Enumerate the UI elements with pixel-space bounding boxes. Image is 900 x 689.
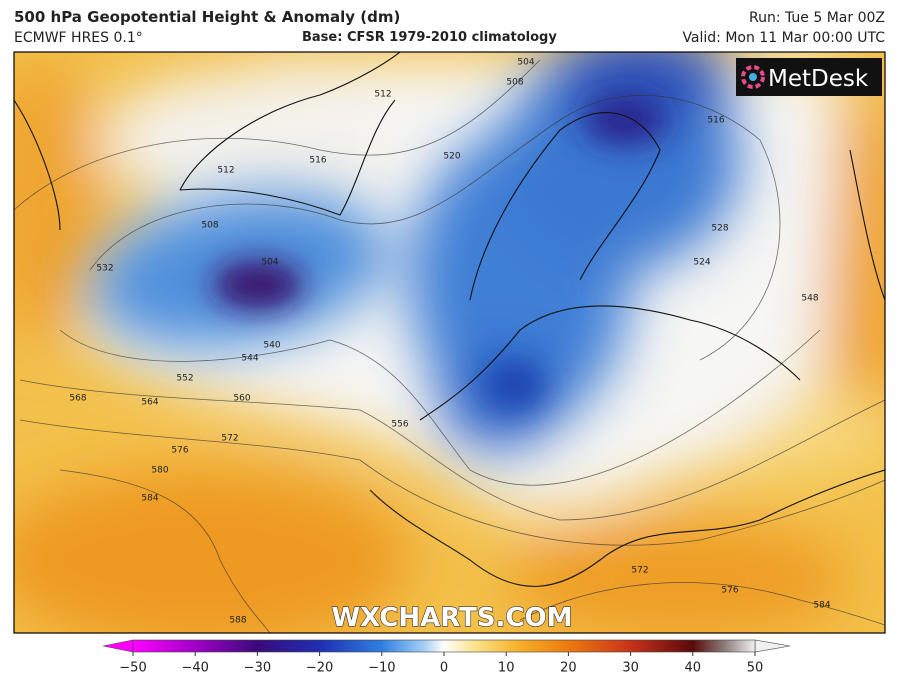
contour-label: 508 xyxy=(201,221,218,231)
contour-label: 584 xyxy=(813,601,830,611)
contour-label: 560 xyxy=(233,394,250,404)
contour-labels: 504 508 512 516 516 520 512 508 504 532 524 528 548 5… xyxy=(69,58,830,626)
run: Run: Tue 5 Mar 00Z xyxy=(748,10,885,26)
coastlines xyxy=(14,52,885,587)
watermark: WXCHARTS.COM xyxy=(331,603,572,633)
contour-label: 504 xyxy=(261,258,278,268)
colorbar-tick-label: 40 xyxy=(685,661,702,676)
contour-label: 516 xyxy=(309,156,326,166)
contour-label: 564 xyxy=(141,398,158,408)
contour-label: 512 xyxy=(217,166,234,176)
colorbar-tick-label: 0 xyxy=(440,661,448,676)
colorbar-extend-low xyxy=(102,639,134,653)
contour-label: 504 xyxy=(517,58,534,68)
anomaly-field xyxy=(14,52,885,633)
contour-label: 540 xyxy=(263,341,280,351)
contour-label: 572 xyxy=(221,434,238,444)
colorbar-tick-label: 30 xyxy=(622,661,639,676)
logo-box xyxy=(736,58,882,96)
contour-label: 588 xyxy=(229,616,246,626)
colorbar-ticks: −50 −40 −30 −20 −10 0 10 20 30 40 50 xyxy=(119,652,763,676)
colorbar-extend-high xyxy=(754,639,791,653)
colorbar-tick-label: 10 xyxy=(498,661,515,676)
contour-label: 520 xyxy=(443,152,460,162)
contour-label: 544 xyxy=(241,354,258,364)
base: Base: CFSR 1979-2010 climatology xyxy=(302,30,557,45)
contour-label: 572 xyxy=(631,566,648,576)
contours xyxy=(14,59,885,633)
colorbar-tick-label: −40 xyxy=(181,661,208,676)
contour-label: 576 xyxy=(721,586,738,596)
contour-label: 508 xyxy=(506,78,523,88)
colorbar-tick-label: −20 xyxy=(306,661,333,676)
contour-label: 524 xyxy=(693,258,710,268)
contour-label: 532 xyxy=(96,264,113,274)
contour-label: 548 xyxy=(801,294,818,304)
contour-label: 568 xyxy=(69,394,86,404)
contour-label: 580 xyxy=(151,466,168,476)
colorbar-tick-label: −10 xyxy=(368,661,395,676)
logo: MetDesk xyxy=(768,66,869,92)
contour-label: 576 xyxy=(171,446,188,456)
colorbar xyxy=(132,639,756,653)
colorbar-tick-label: −30 xyxy=(244,661,271,676)
contour-label: 516 xyxy=(707,116,724,126)
contour-label: 528 xyxy=(711,224,728,234)
colorbar-tick-label: 20 xyxy=(560,661,577,676)
model: ECMWF HRES 0.1° xyxy=(14,30,143,46)
contour-label: 556 xyxy=(391,420,408,430)
contour-label: 552 xyxy=(176,374,193,384)
contour-label: 512 xyxy=(374,90,391,100)
logo-icon xyxy=(741,65,765,89)
title: 500 hPa Geopotential Height & Anomaly (d… xyxy=(14,8,401,26)
colorbar-tick-label: 50 xyxy=(747,661,764,676)
valid: Valid: Mon 11 Mar 00:00 UTC xyxy=(682,30,885,46)
colorbar-tick-label: −50 xyxy=(119,661,146,676)
contour-label: 584 xyxy=(141,494,158,504)
map-frame xyxy=(13,51,886,634)
